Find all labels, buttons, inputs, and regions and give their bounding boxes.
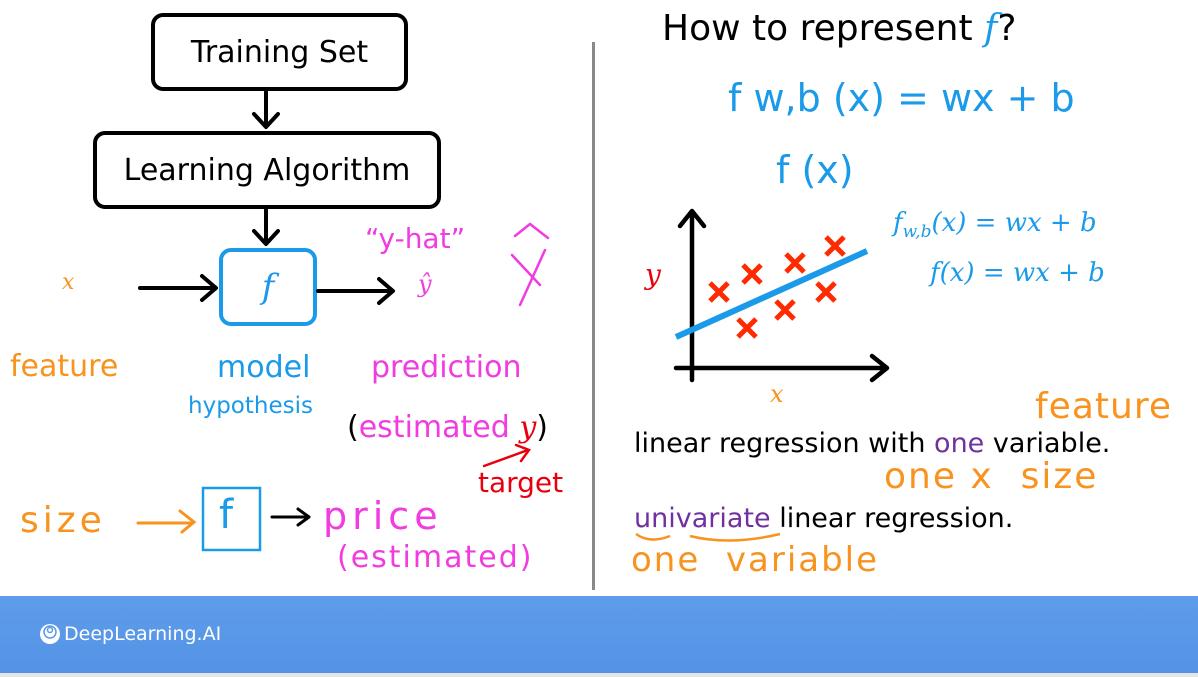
orange-arrow-icon xyxy=(136,509,197,534)
price-estimated-label: (estimated) xyxy=(337,540,534,575)
x-axis xyxy=(673,353,890,383)
y-hat-handwritten-icon xyxy=(510,222,550,307)
slide-title: How to represent f? xyxy=(662,8,1017,49)
learning-algorithm-box: Learning Algorithm xyxy=(93,131,441,209)
model-label: model xyxy=(217,350,311,385)
data-point-cross xyxy=(824,235,846,257)
arrow-down-icon xyxy=(252,208,280,246)
target-label: target xyxy=(478,466,564,499)
feature-note: feature xyxy=(1035,386,1172,427)
size-f-label: f xyxy=(219,492,234,538)
training-set-label: Training Set xyxy=(190,34,369,70)
arrow-right-icon xyxy=(270,507,311,527)
scatter-plot xyxy=(673,208,890,383)
formula-1: fw,b(x) = wx + b xyxy=(893,208,1097,243)
brand-name: DeepLearning.AI xyxy=(64,623,222,645)
divider xyxy=(592,42,595,590)
size-label: size xyxy=(20,500,106,541)
feature-label: feature xyxy=(10,349,119,384)
arrow-right-icon xyxy=(138,274,218,302)
arrows xyxy=(136,90,550,552)
y-axis-label: y xyxy=(645,258,661,291)
one-x-size-note: one x size xyxy=(884,456,1099,497)
estimated-y-label: (estimated y) xyxy=(347,410,548,445)
y-hat-label: “y-hat” xyxy=(365,222,466,255)
data-point-cross xyxy=(708,281,730,303)
data-point-cross xyxy=(815,281,837,303)
deeplearning-logo-icon xyxy=(40,624,60,644)
formula-2: f(x) = wx + b xyxy=(930,258,1105,288)
hypothesis-label: hypothesis xyxy=(188,393,313,419)
target-arrow-icon xyxy=(482,443,531,468)
data-point-cross xyxy=(741,263,763,285)
model-symbol: f xyxy=(261,267,275,307)
handwritten-fx: f (x) xyxy=(776,148,854,192)
prediction-label: prediction xyxy=(371,350,522,385)
one-variable-note: one variable xyxy=(631,540,880,580)
size-f-box xyxy=(201,486,262,552)
model-box: f xyxy=(219,248,317,326)
handwritten-formula: f w,b (x) = wx + b xyxy=(728,76,1075,120)
input-x: x xyxy=(62,270,75,295)
bottom-strip xyxy=(0,673,1198,677)
learning-algorithm-label: Learning Algorithm xyxy=(123,152,411,188)
x-axis-label: x xyxy=(770,380,784,408)
regression-line xyxy=(674,248,869,340)
footer: DeepLearning.AI xyxy=(0,596,1198,673)
y-axis xyxy=(677,208,707,383)
output-y-hat: ŷ xyxy=(418,270,432,298)
arrow-down-icon xyxy=(252,90,280,129)
price-label: price xyxy=(323,494,443,538)
data-point-cross xyxy=(736,317,758,339)
data-point-cross xyxy=(784,252,806,274)
underline-marks xyxy=(635,532,781,542)
univariate-text: univariate linear regression. xyxy=(634,503,1014,534)
training-set-box: Training Set xyxy=(151,13,408,91)
arrow-right-icon xyxy=(316,277,395,305)
linear-regression-text: linear regression with one variable. xyxy=(634,428,1111,459)
data-point-cross xyxy=(774,299,796,321)
